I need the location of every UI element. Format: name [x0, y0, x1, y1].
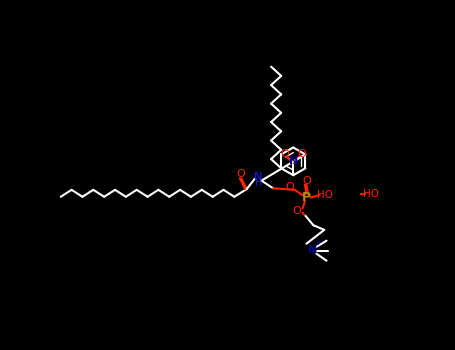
Text: N: N — [288, 156, 298, 166]
Text: H: H — [255, 178, 262, 188]
Text: P: P — [302, 191, 311, 204]
Text: HO: HO — [317, 190, 333, 200]
Text: N: N — [308, 245, 317, 255]
Text: O: O — [285, 182, 294, 192]
Text: O: O — [298, 149, 306, 159]
Text: O: O — [280, 149, 289, 159]
Text: O: O — [236, 169, 245, 180]
Text: +: + — [314, 238, 322, 247]
Text: HO: HO — [363, 189, 379, 200]
Text: N: N — [254, 172, 263, 182]
Text: O: O — [293, 206, 302, 216]
Text: O: O — [302, 176, 311, 186]
